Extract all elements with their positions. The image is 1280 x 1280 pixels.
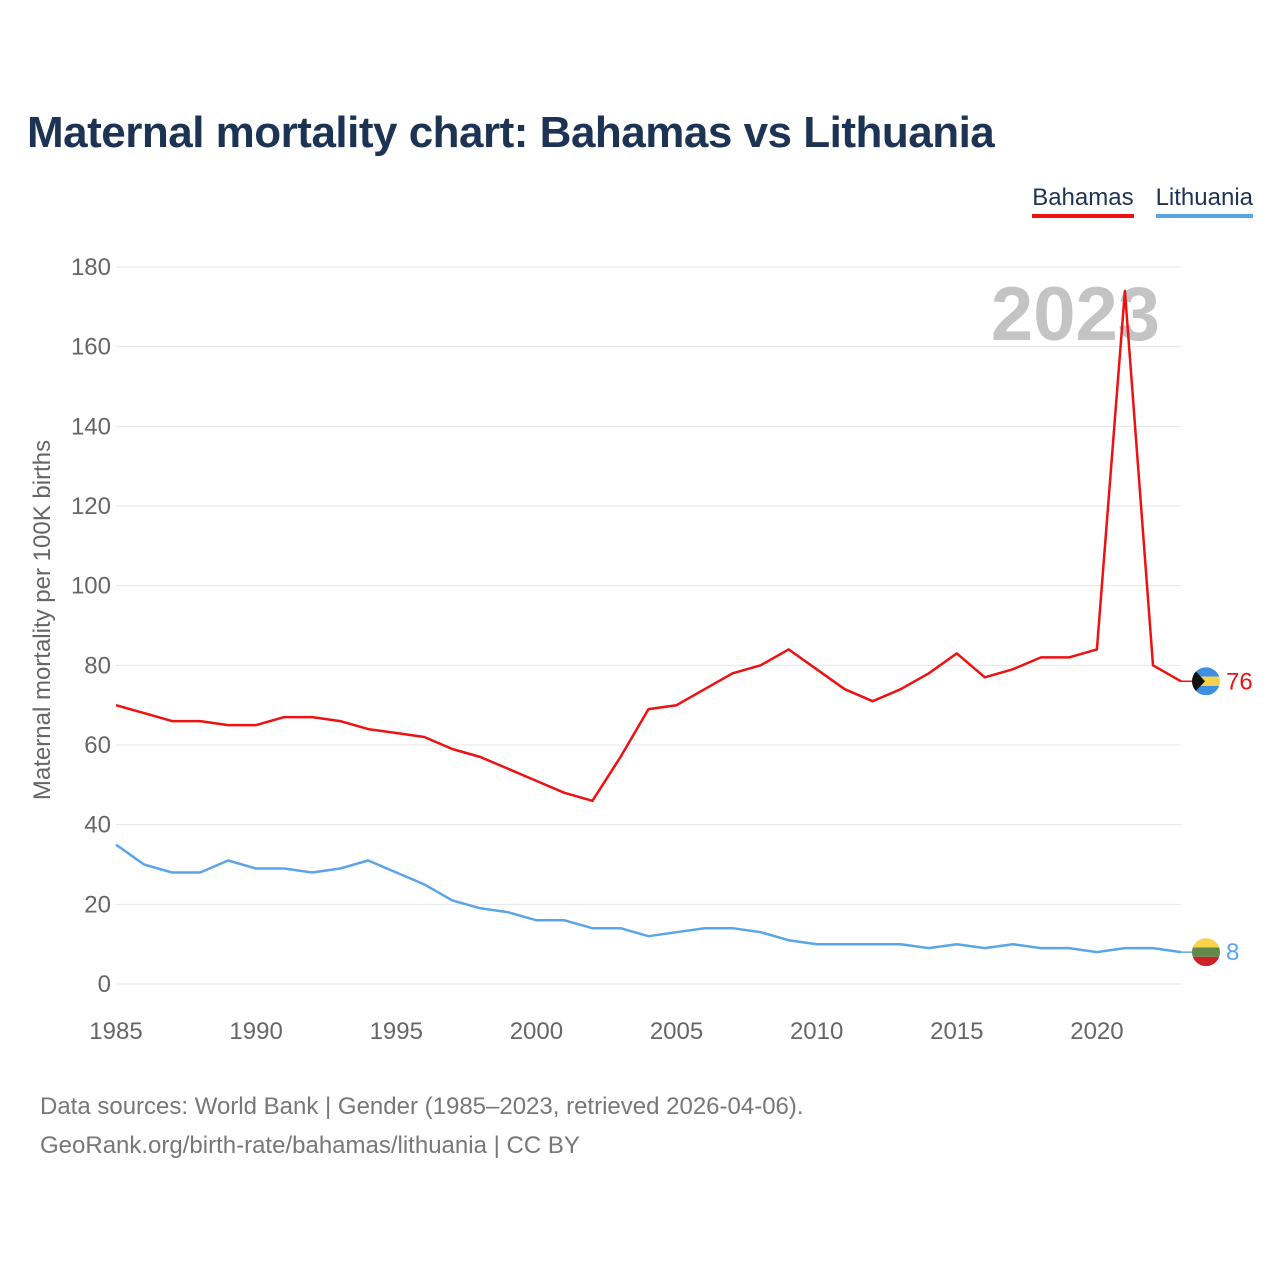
y-tick-label: 100 (71, 573, 111, 600)
y-tick-label: 160 (71, 334, 111, 361)
y-tick-label: 0 (98, 971, 111, 998)
legend-item-bahamas[interactable]: Bahamas (1032, 184, 1134, 218)
x-tick-label: 2005 (650, 1018, 703, 1045)
legend: Bahamas Lithuania (1032, 184, 1253, 218)
end-value-label-lithuania: 8 (1226, 939, 1239, 966)
footer-sources: Data sources: World Bank | Gender (1985–… (40, 1093, 804, 1120)
y-tick-label: 20 (84, 891, 111, 918)
series-lines (115, 289, 1182, 954)
series-line-lithuania[interactable] (115, 843, 1182, 954)
grid-lines (116, 266, 1181, 985)
line-chart: 0 20 40 60 80 100 120 140 160 180 1985 1990 1995 200… (29, 254, 1253, 1045)
y-axis-label: Maternal mortality per 100K births (29, 440, 56, 800)
y-axis-ticks: 0 20 40 60 80 100 120 140 160 180 (71, 254, 111, 998)
y-tick-label: 140 (71, 413, 111, 440)
y-tick-label: 40 (84, 812, 111, 839)
series-end-markers: 76 8 (1181, 667, 1253, 966)
y-tick-label: 120 (71, 493, 111, 520)
x-tick-label: 2000 (510, 1018, 563, 1045)
x-tick-label: 1985 (89, 1018, 142, 1045)
flag-lithuania-icon (1192, 938, 1220, 967)
x-tick-label: 1995 (370, 1018, 423, 1045)
year-watermark: 2023 (991, 272, 1160, 357)
x-tick-label: 2020 (1070, 1018, 1123, 1045)
y-tick-label: 80 (84, 652, 111, 679)
x-tick-label: 1990 (229, 1018, 282, 1045)
end-value-label-bahamas: 76 (1226, 668, 1253, 695)
x-tick-label: 2010 (790, 1018, 843, 1045)
footer-attribution[interactable]: GeoRank.org/birth-rate/bahamas/lithuania… (40, 1132, 580, 1159)
legend-item-lithuania[interactable]: Lithuania (1155, 184, 1253, 218)
footer: Data sources: World Bank | Gender (1985–… (40, 1087, 804, 1165)
y-tick-label: 60 (84, 732, 111, 759)
x-axis-ticks: 1985 1990 1995 2000 2005 2010 2015 2020 (89, 1018, 1123, 1045)
x-tick-label: 2015 (930, 1018, 983, 1045)
series-line-bahamas[interactable] (115, 289, 1182, 803)
chart-title: Maternal mortality chart: Bahamas vs Lit… (27, 108, 995, 157)
y-tick-label: 180 (71, 254, 111, 281)
flag-bahamas-icon (1192, 667, 1220, 696)
